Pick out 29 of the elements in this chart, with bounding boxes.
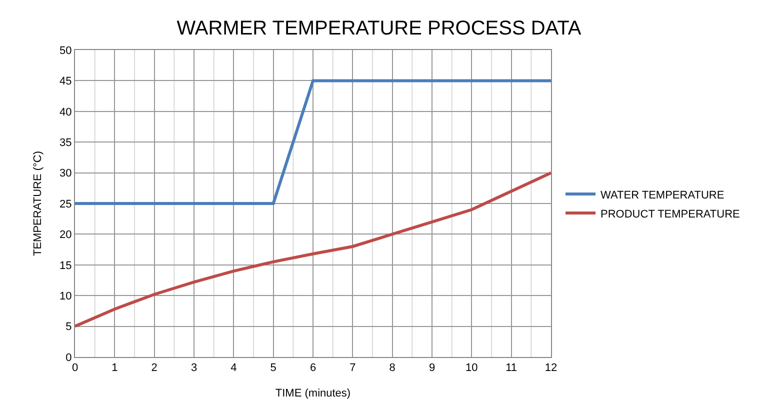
y-tick-label: 45 [60, 76, 72, 88]
x-tick-label: 4 [230, 362, 237, 374]
chart-title: WARMER TEMPERATURE PROCESS DATA [176, 18, 582, 40]
y-tick-label: 0 [66, 352, 72, 364]
y-tick-label: 10 [60, 290, 72, 302]
x-tick-label: 5 [270, 362, 276, 374]
x-tick-label: 11 [506, 362, 518, 374]
y-tick-label: 25 [60, 198, 72, 210]
legend-label: PRODUCT TEMPERATURE [600, 208, 740, 220]
x-axis-title: TIME (minutes) [275, 387, 351, 400]
x-tick-label: 6 [310, 362, 316, 374]
x-tick-label: 10 [466, 362, 478, 374]
y-tick-label: 5 [66, 321, 72, 334]
y-tick-label: 15 [60, 260, 72, 272]
x-tick-label: 2 [151, 362, 158, 374]
legend-label: WATER TEMPERATURE [600, 189, 724, 202]
x-tick-label: 7 [350, 362, 356, 374]
x-tick-label: 12 [544, 362, 558, 374]
y-tick-label: 30 [60, 168, 72, 180]
y-tick-label: 50 [60, 44, 72, 57]
y-tick-label: 35 [60, 136, 72, 149]
x-tick-label: 9 [428, 362, 436, 374]
y-tick-label: 40 [60, 106, 72, 118]
y-axis-title: TEMPERATURE (°C) [32, 150, 44, 256]
line-series [75, 171, 551, 328]
x-tick-label: 1 [112, 362, 118, 374]
y-tick-label: 20 [60, 229, 72, 242]
x-tick-label: 3 [190, 362, 198, 374]
x-tick-label: 8 [389, 362, 396, 374]
